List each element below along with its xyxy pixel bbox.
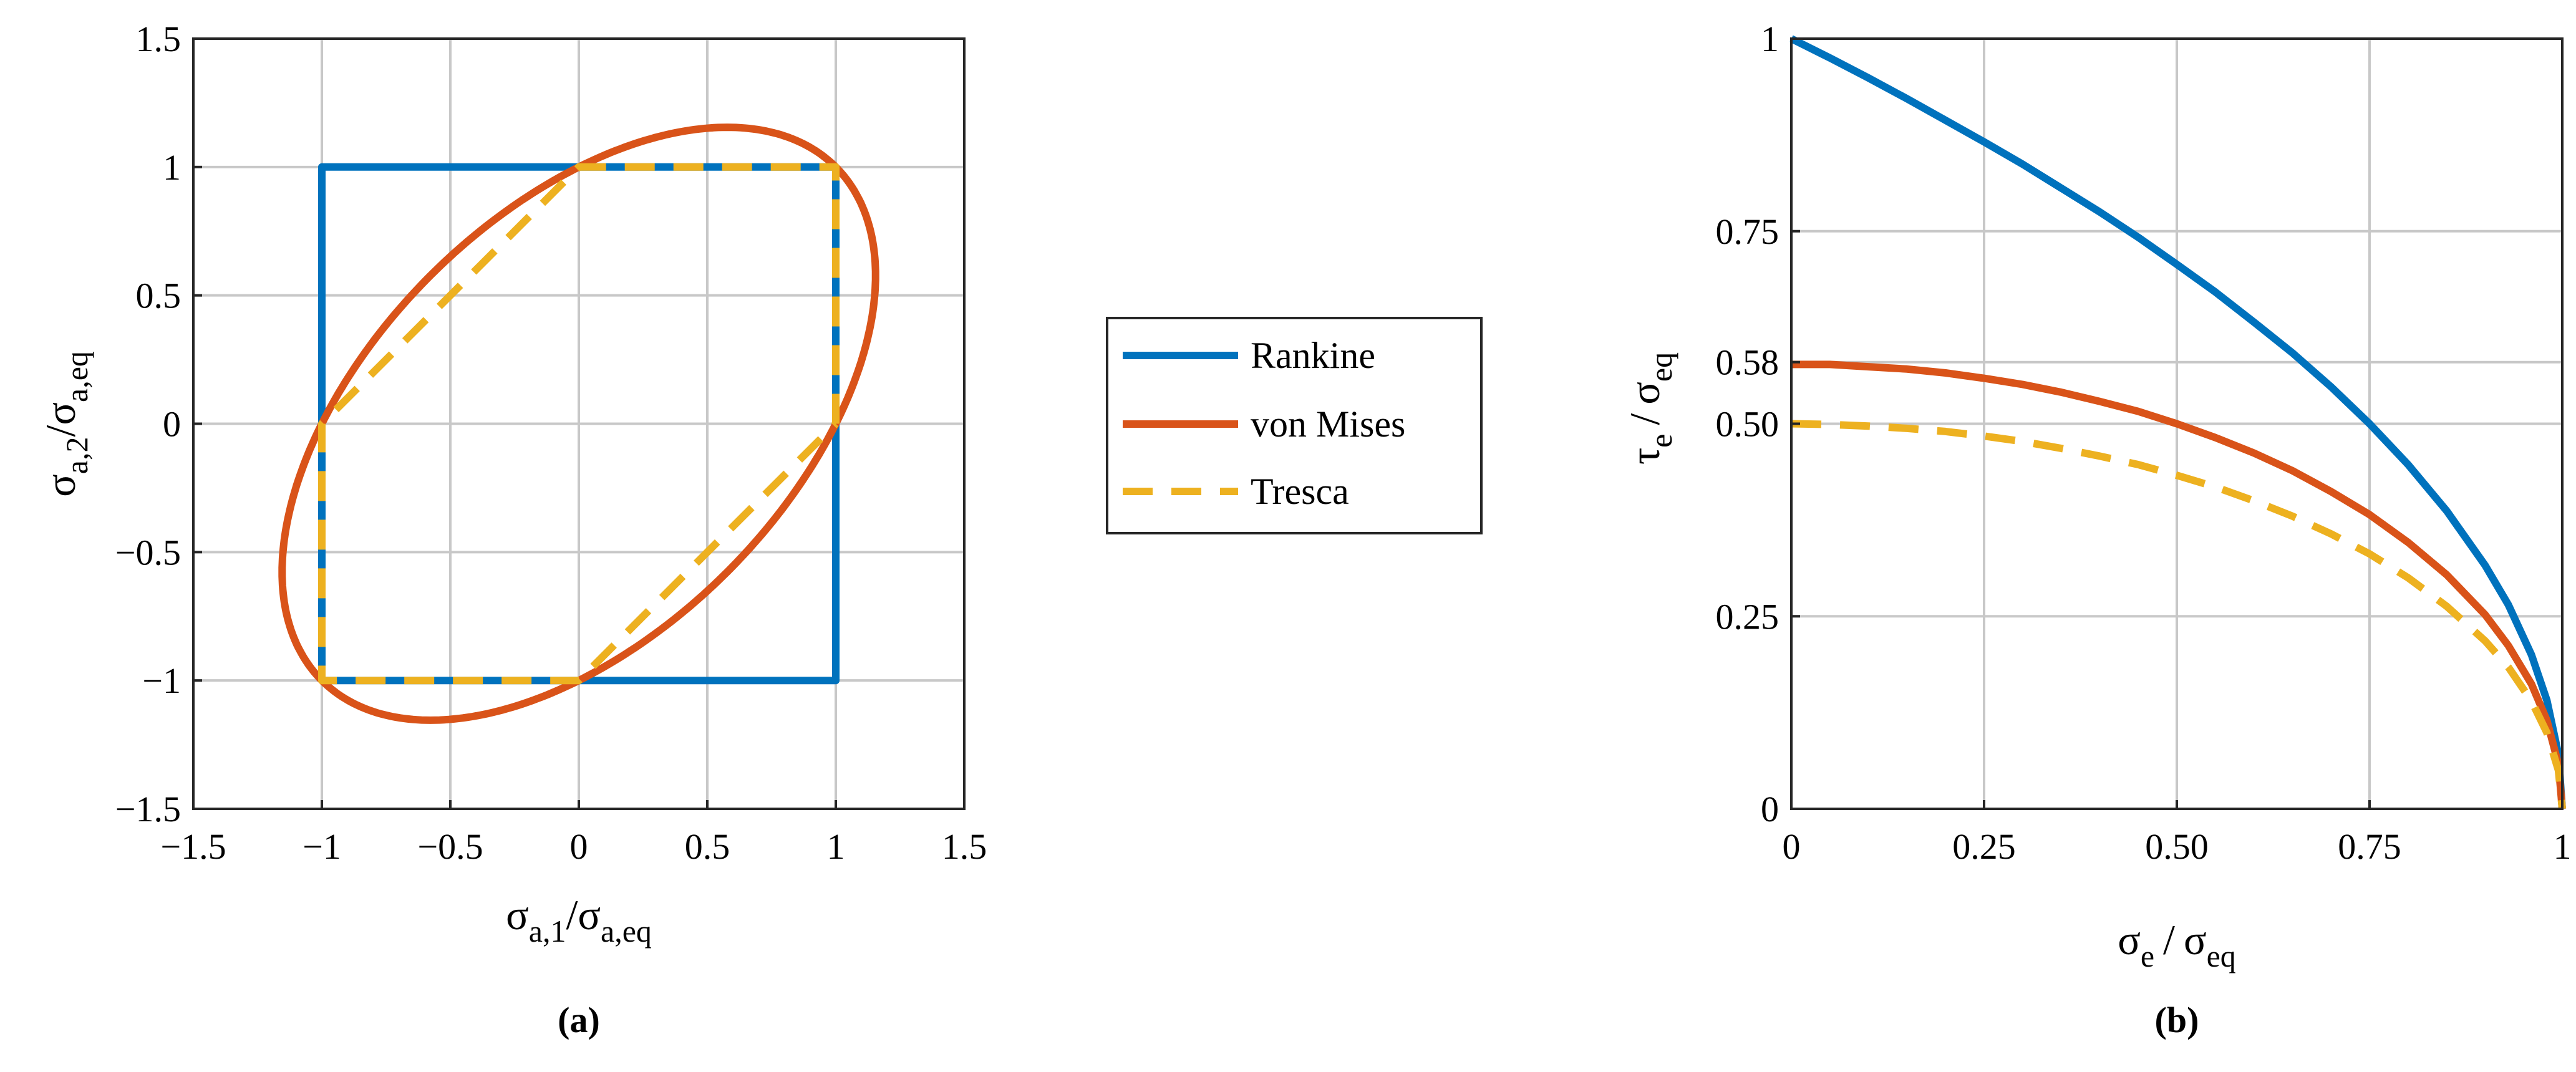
panel-a-y-tick-label: 0 bbox=[163, 404, 181, 445]
panel-b-y-tick-label: 1 bbox=[1761, 19, 1779, 59]
panel-b-series-tresca bbox=[1791, 420, 2566, 809]
panel-b-y-tick-label: 0 bbox=[1761, 789, 1779, 829]
panel-a-x-tick-label: −0.5 bbox=[417, 826, 483, 867]
panel-a-y-tick-label: −1 bbox=[142, 660, 181, 701]
panel-a-y-axis-label: σa,2/σa,eq bbox=[37, 351, 94, 497]
legend: Rankine von Mises Tresca bbox=[1106, 317, 1483, 534]
panel-b-x-tick-label: 0.50 bbox=[2145, 826, 2209, 867]
panel-b-series-von-mises bbox=[1791, 360, 2566, 809]
panel-b-x-axis-label: σe / σeq bbox=[2118, 916, 2236, 973]
panel-a-y-tick-label: 1 bbox=[163, 147, 181, 188]
panel-b-y-tick-label: 0.58 bbox=[1716, 342, 1779, 383]
legend-label-tresca: Tresca bbox=[1251, 471, 1349, 512]
panel-a-caption-label: (a) bbox=[558, 1000, 600, 1040]
panel-a-x-tick-label: −1.5 bbox=[160, 826, 226, 867]
panel-a-x-tick-label: 1.5 bbox=[942, 826, 987, 867]
panel-a-y-tick-label: 1.5 bbox=[136, 19, 182, 59]
panel-a-x-tick-label: 1 bbox=[827, 826, 845, 867]
panel-b-chart: 0 0.25 0.50 0.75 1 0 0.25 0.50 0.58 0.75 1 σe / σeq… bbox=[1621, 19, 2572, 1040]
panel-b-x-tick-label: 0.25 bbox=[1952, 826, 2016, 867]
panel-b-series bbox=[1789, 35, 2566, 809]
panel-a-chart: −1.5 −1 −0.5 0 0.5 1 1.5 −1.5 −1 −0.5 0 0.5 1 1.5 σa… bbox=[37, 19, 987, 1040]
panel-b-series-rankine bbox=[1789, 35, 2566, 809]
legend-label-von-mises: von Mises bbox=[1251, 403, 1405, 445]
panel-a-grid bbox=[192, 37, 966, 810]
panel-b-x-tick-label: 0 bbox=[1783, 826, 1801, 867]
panel-b-y-tick-label: 0.50 bbox=[1716, 404, 1779, 445]
legend-label-rankine: Rankine bbox=[1251, 335, 1375, 376]
panel-a-series bbox=[278, 123, 879, 724]
panel-a-y-tick-label: −1.5 bbox=[115, 789, 181, 829]
panel-a-x-tick-label: −1 bbox=[303, 826, 341, 867]
panel-a-y-tick-label: 0.5 bbox=[136, 276, 182, 316]
panel-b-x-tick-label: 0.75 bbox=[2338, 826, 2401, 867]
panel-b-caption-label: (b) bbox=[2155, 1000, 2199, 1040]
panel-a-y-tick-labels: −1.5 −1 −0.5 0 0.5 1 1.5 bbox=[115, 19, 202, 829]
panel-a-x-axis-label: σa,1/σa,eq bbox=[506, 891, 652, 949]
panel-b-y-tick-label: 0.25 bbox=[1716, 596, 1779, 637]
panel-a-x-tick-labels: −1.5 −1 −0.5 0 0.5 1 1.5 bbox=[160, 800, 987, 867]
panel-a-y-tick-label: −0.5 bbox=[115, 532, 181, 572]
panel-b-x-tick-label: 1 bbox=[2554, 826, 2572, 867]
panel-b-x-tick-labels: 0 0.25 0.50 0.75 1 bbox=[1783, 800, 2572, 867]
panel-b-y-axis-label: τe/σeq bbox=[1621, 352, 1678, 465]
panel-a-x-tick-label: 0 bbox=[570, 826, 588, 867]
panel-b-y-tick-labels: 0 0.25 0.50 0.58 0.75 1 bbox=[1716, 19, 1800, 829]
panel-a-x-tick-label: 0.5 bbox=[685, 826, 730, 867]
panel-a-series-tresca bbox=[318, 163, 840, 685]
panel-b-y-tick-label: 0.75 bbox=[1716, 211, 1779, 252]
